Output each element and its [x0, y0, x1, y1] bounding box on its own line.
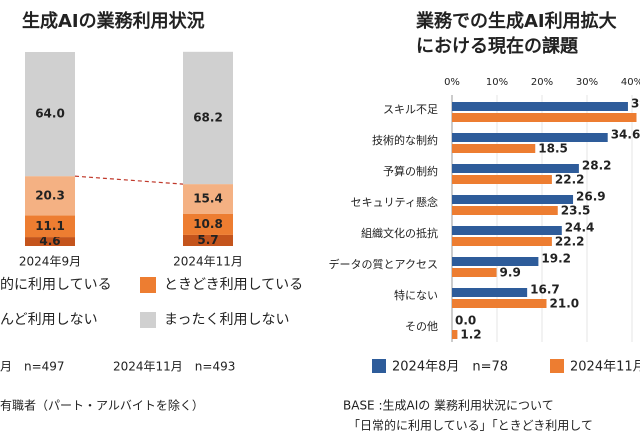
sample-note: 月 n=497 [0, 360, 65, 374]
y-tick-label: 技術的な制約 [372, 133, 438, 147]
bar [452, 102, 628, 111]
x-tick-label: 0% [444, 77, 460, 88]
value-label: 34.6 [611, 128, 640, 142]
bar [452, 330, 458, 339]
footnote: 「日常的に利用している」「ときどき利用して [348, 418, 593, 433]
x-tick-label: 2024年11月 [173, 255, 243, 269]
y-tick-label: 組織文化の抵抗 [361, 226, 438, 240]
legend-label: 的に利用している [0, 277, 112, 293]
value-label: 4.6 [39, 234, 60, 248]
bar-segment [183, 184, 233, 214]
legend-label: 2024年11月 [570, 360, 640, 375]
value-label: 64.0 [35, 107, 65, 121]
bar [452, 288, 528, 297]
bar [452, 257, 539, 266]
value-label: 39.1 [631, 97, 640, 111]
legend-label: んど利用しない [0, 312, 98, 328]
value-label: 1.2 [460, 328, 481, 342]
x-tick-label: 40% [621, 77, 640, 88]
bar [452, 144, 536, 153]
value-label: 0.0 [455, 314, 476, 328]
value-label: 16.7 [530, 283, 560, 297]
value-label: 20.3 [35, 188, 65, 202]
value-label: 5.7 [197, 233, 218, 247]
bar-segment [183, 234, 233, 246]
value-label: 26.9 [576, 190, 606, 204]
value-label: 19.2 [541, 252, 571, 266]
legend-label: まったく利用しない [164, 312, 289, 328]
bar-segment [25, 52, 75, 177]
bar [452, 175, 552, 184]
y-tick-label: 予算の制約 [383, 164, 438, 178]
bar [452, 206, 558, 215]
bar [452, 299, 547, 308]
bar-segment [25, 176, 75, 216]
chart-title: 業務での生成AI利用拡大 [415, 10, 617, 32]
value-label: 11.1 [35, 219, 65, 233]
value-label: 24.4 [565, 221, 595, 235]
bar-segment [183, 213, 233, 235]
value-label: 10.8 [193, 217, 223, 231]
y-tick-label: その他 [405, 320, 438, 333]
bar [452, 164, 579, 173]
x-tick-label: 30% [576, 77, 598, 88]
footnote: 有職者（パート・アルバイトを除く） [0, 398, 204, 413]
value-label: 9.9 [500, 266, 521, 280]
legend-label: ときどき利用している [164, 277, 303, 293]
bar-segment [25, 215, 75, 238]
bar [452, 237, 552, 246]
value-label: 22.2 [555, 173, 585, 187]
legend-swatch [140, 312, 156, 328]
bar [452, 133, 608, 142]
y-tick-label: セキュリティ懸念 [351, 195, 438, 209]
value-label: 15.4 [193, 192, 223, 206]
bar-segment [25, 237, 75, 246]
bar-segment [183, 51, 233, 185]
bar [452, 113, 637, 122]
y-tick-label: 特にない [394, 288, 438, 302]
y-tick-label: データの質とアクセス [329, 257, 438, 271]
legend-swatch [372, 359, 386, 373]
legend-swatch [550, 359, 564, 373]
value-label: 23.5 [561, 204, 591, 218]
connector [74, 175, 184, 185]
value-label: 28.2 [582, 159, 612, 173]
x-tick-label: 10% [486, 77, 508, 88]
x-tick-label: 2024年9月 [19, 255, 81, 269]
x-tick-label: 20% [531, 77, 553, 88]
value-label: 22.2 [555, 235, 585, 249]
legend-swatch [140, 277, 156, 293]
chart-title: 生成AIの業務利用状況 [22, 10, 205, 32]
sample-note: 2024年11月 n=493 [113, 360, 235, 374]
legend-label: 2024年8月 n=78 [392, 360, 508, 375]
value-label: 68.2 [193, 110, 223, 124]
y-tick-label: スキル不足 [383, 103, 438, 116]
footnote: BASE :生成AIの 業務利用状況について [343, 398, 554, 413]
bar [452, 195, 574, 204]
chart-title: における現在の課題 [416, 35, 579, 57]
bar [452, 226, 562, 235]
bar [452, 268, 497, 277]
value-label: 18.5 [538, 142, 568, 156]
value-label: 21.0 [550, 297, 580, 311]
